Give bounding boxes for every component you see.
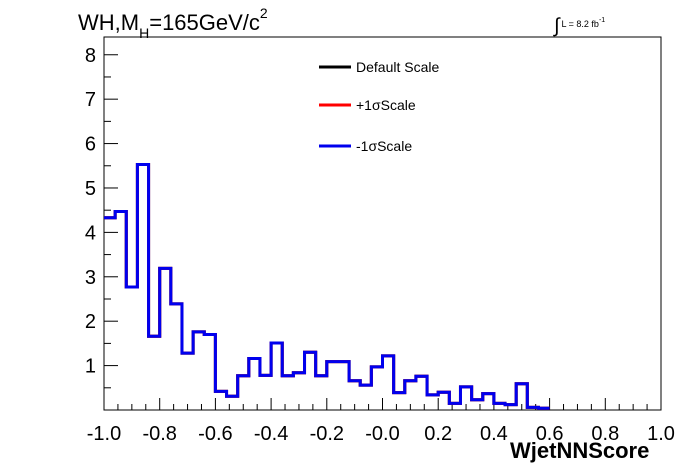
x-tick-label: 0.8 [591, 423, 619, 445]
legend-label: -1σScale [356, 138, 412, 154]
x-axis: -1.0 -0.8 -0.6 -0.4 -0.2 -0.0 0.2 0.4 0.6 0.8 1.0 [87, 398, 675, 445]
lumi-superscript: -1 [598, 17, 606, 24]
y-tick-label: 6 [85, 134, 96, 156]
legend-label: Default Scale [356, 59, 439, 75]
legend-label: +1σScale [356, 97, 416, 113]
y-axis: 1 2 3 4 5 6 7 8 [85, 45, 118, 389]
lumi-text: L = 8.2 fb [561, 19, 599, 29]
legend: Default Scale +1σScale -1σScale [319, 59, 439, 154]
y-tick-label: 3 [85, 267, 96, 289]
x-tick-label: -0.8 [142, 423, 176, 445]
y-tick-label: 5 [85, 178, 96, 200]
chart-title: WH,MH=165GeV/c2 [78, 5, 268, 41]
x-tick-label: 0.4 [480, 423, 508, 445]
y-tick-label: 4 [85, 222, 96, 244]
series-line-2 [104, 162, 550, 410]
x-axis-label: WjetNNScore [510, 438, 650, 463]
luminosity-label: ∫ L = 8.2 fb-1 [554, 10, 606, 37]
x-tick-label: -0.4 [254, 423, 288, 445]
title-prefix: WH,M [78, 10, 140, 35]
x-tick-label: 0.6 [536, 423, 564, 445]
y-tick-label: 8 [85, 45, 96, 67]
title-subscript: H [139, 25, 150, 41]
title-suffix: =165GeV/c [149, 10, 260, 35]
x-tick-label: -0.2 [310, 423, 344, 445]
integral-icon: ∫ [554, 15, 560, 37]
x-tick-label: -0.0 [365, 423, 399, 445]
x-tick-label: 0.2 [424, 423, 452, 445]
x-tick-label: -0.6 [198, 423, 232, 445]
y-tick-label: 2 [85, 311, 96, 333]
x-tick-label: 1.0 [647, 423, 675, 445]
title-superscript: 2 [259, 5, 268, 21]
y-tick-label: 7 [85, 89, 96, 111]
series-layer [104, 162, 550, 410]
x-tick-label: -1.0 [87, 423, 121, 445]
y-tick-label: 1 [85, 356, 96, 378]
